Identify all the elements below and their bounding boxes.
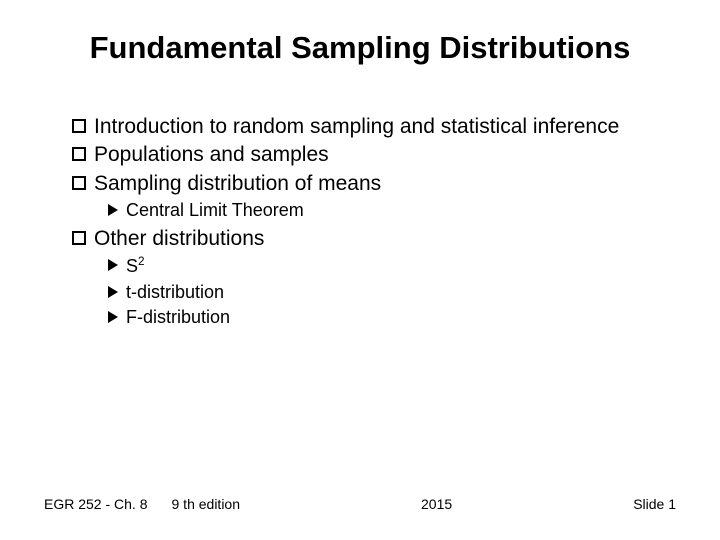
footer-year: 2015 — [421, 496, 452, 512]
bullet-text: Sampling distribution of means — [94, 171, 680, 197]
slide-footer: EGR 252 - Ch. 8 9 th edition 2015 Slide … — [0, 496, 720, 512]
footer-edition: 9 th edition — [172, 496, 241, 512]
footer-slide-number: Slide 1 — [633, 496, 676, 512]
slide: Fundamental Sampling Distributions Intro… — [0, 0, 720, 540]
arrow-bullet-icon — [108, 311, 118, 323]
bullet-text: Populations and samples — [94, 142, 680, 168]
footer-left: EGR 252 - Ch. 8 9 th edition — [44, 496, 240, 512]
sub-bullet-item: t-distribution — [108, 281, 680, 304]
arrow-bullet-icon — [108, 259, 118, 271]
content-body: Introduction to random sampling and stat… — [40, 114, 680, 330]
bullet-text: Other distributions — [94, 226, 680, 252]
bullet-text: Introduction to random sampling and stat… — [94, 114, 680, 140]
square-bullet-icon — [72, 147, 86, 161]
sub-bullet-text: S2 — [126, 254, 680, 278]
sub-bullet-item: S2 — [108, 254, 680, 278]
sub-bullet-item: Central Limit Theorem — [108, 199, 680, 222]
bullet-item: Populations and samples — [72, 142, 680, 168]
square-bullet-icon — [72, 176, 86, 190]
sub-bullet-text: Central Limit Theorem — [126, 199, 680, 222]
arrow-bullet-icon — [108, 204, 118, 216]
arrow-bullet-icon — [108, 286, 118, 298]
bullet-item: Other distributions — [72, 226, 680, 252]
square-bullet-icon — [72, 231, 86, 245]
s-squared-sup: 2 — [138, 255, 145, 268]
footer-course: EGR 252 - Ch. 8 — [44, 496, 148, 512]
slide-title: Fundamental Sampling Distributions — [40, 30, 680, 66]
sub-bullet-item: F-distribution — [108, 306, 680, 329]
sub-bullet-text: t-distribution — [126, 281, 680, 304]
square-bullet-icon — [72, 119, 86, 133]
s-squared-base: S — [126, 256, 138, 276]
sub-bullet-text: F-distribution — [126, 306, 680, 329]
bullet-item: Introduction to random sampling and stat… — [72, 114, 680, 140]
bullet-item: Sampling distribution of means — [72, 171, 680, 197]
